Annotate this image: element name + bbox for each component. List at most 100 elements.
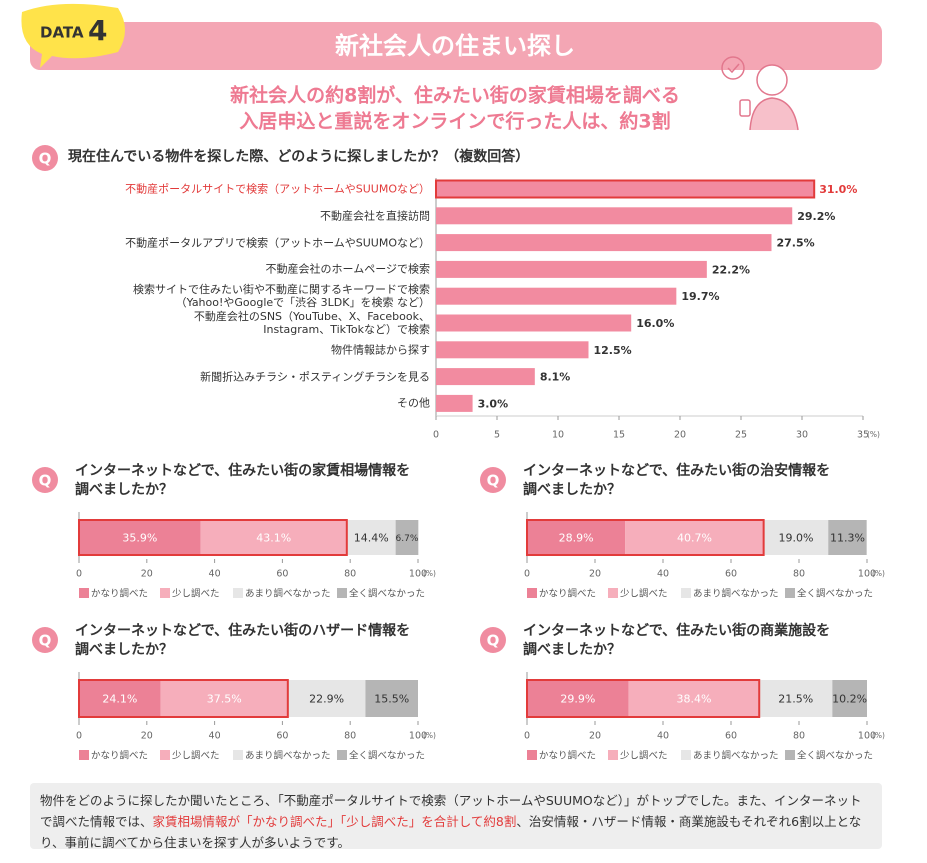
bar xyxy=(435,179,816,199)
x-tick-label: 0 xyxy=(433,430,439,441)
value-label: 3.0% xyxy=(478,397,509,410)
bar xyxy=(436,260,707,278)
legend-swatch xyxy=(608,588,618,598)
legend-label: かなり調べた xyxy=(539,588,596,600)
bar-segment xyxy=(395,520,419,555)
x-tick-label: 20 xyxy=(141,731,153,742)
category-label: 新聞折込みチラシ・ポスティングチラシを見る xyxy=(200,370,430,384)
q-letter: Q xyxy=(487,472,500,490)
footnote-text: 物件をどのように探したか聞いたところ、「不動産ポータルサイトで検索（アットホーム… xyxy=(40,793,862,829)
category-label: 不動産ポータルアプリで検索（アットホームやSUUMOなど） xyxy=(125,236,430,250)
x-tick-label: 35 xyxy=(857,430,869,441)
value-label: 29.2% xyxy=(797,210,835,223)
value-label: 6.7% xyxy=(396,534,419,544)
x-tick-label: 0 xyxy=(76,569,82,580)
q-icon xyxy=(480,467,506,493)
value-label: 15.5% xyxy=(374,693,409,706)
x-tick-label: 15 xyxy=(613,430,625,441)
x-tick-label: 40 xyxy=(657,569,669,580)
highlight-outline xyxy=(526,679,761,718)
legend-label: 少し調べた xyxy=(172,750,220,762)
bar-segment xyxy=(527,520,626,555)
value-label: 35.9% xyxy=(122,532,157,545)
category-label: 物件情報誌から探す xyxy=(331,343,430,357)
x-tick-label: 5 xyxy=(494,430,500,441)
q-letter: Q xyxy=(39,150,52,168)
question-title: 現在住んでいる物件を探した際、どのように探しましたか？（複数回答） xyxy=(68,149,530,165)
x-tick-label: 60 xyxy=(276,731,288,742)
value-label: 21.5% xyxy=(778,693,813,706)
legend-label: かなり調べた xyxy=(91,750,148,762)
value-label: 22.9% xyxy=(309,693,344,706)
value-label: 29.9% xyxy=(560,693,595,706)
category-label: 検索サイトで住みたい街や不動産に関するキーワードで検索 （Yahoo!やGoog… xyxy=(133,283,430,310)
bar-segment xyxy=(832,680,867,717)
legend-label: あまり調べなかった xyxy=(693,588,779,600)
x-tick-label: 20 xyxy=(589,569,601,580)
x-tick-label: 100 xyxy=(858,731,876,742)
legend-swatch xyxy=(527,588,537,598)
bar-segment xyxy=(628,680,760,717)
legend-swatch xyxy=(79,750,89,760)
x-tick-label: 100 xyxy=(409,731,427,742)
highlight-outline xyxy=(78,519,348,556)
value-label: 22.2% xyxy=(712,263,750,276)
bar-segment xyxy=(160,680,288,717)
x-tick-label: 30 xyxy=(796,430,808,441)
question-title: インターネットなどで、住みたい街の治安情報を 調べましたか？ xyxy=(523,463,831,498)
legend-swatch xyxy=(681,750,691,760)
question-title: インターネットなどで、住みたい街のハザード情報を 調べましたか？ xyxy=(75,623,411,658)
value-label: 8.1% xyxy=(540,371,571,384)
value-label: 24.1% xyxy=(102,693,137,706)
bar-segment xyxy=(625,520,764,555)
legend-swatch xyxy=(233,750,243,760)
x-tick-label: 80 xyxy=(344,731,356,742)
value-label: 27.5% xyxy=(777,237,815,250)
bar-segment xyxy=(79,520,201,555)
legend-swatch xyxy=(785,588,795,598)
badge xyxy=(21,3,125,68)
bar-segment xyxy=(79,680,161,717)
bar-segment xyxy=(346,520,396,555)
legend-swatch xyxy=(527,750,537,760)
legend-swatch xyxy=(79,588,89,598)
bar xyxy=(436,234,772,252)
title-banner xyxy=(30,22,882,70)
x-tick-label: 10 xyxy=(552,430,564,441)
q-icon xyxy=(32,627,58,653)
legend-swatch xyxy=(337,750,347,760)
legend-swatch xyxy=(681,588,691,598)
legend-label: 全く調べなかった xyxy=(797,588,873,600)
x-tick-label: 80 xyxy=(793,731,805,742)
category-label: 不動産会社のSNS（YouTube、X、Facebook、 Instagram、… xyxy=(193,310,430,336)
badge-label: DATA xyxy=(40,24,84,42)
unit-label: (%) xyxy=(872,569,885,578)
x-tick-label: 60 xyxy=(276,569,288,580)
x-tick-label: 60 xyxy=(725,731,737,742)
unit-label: (%) xyxy=(423,731,436,740)
value-label: 40.7% xyxy=(677,532,712,545)
legend-swatch xyxy=(785,750,795,760)
bar-segment xyxy=(763,520,829,555)
highlight-outline xyxy=(526,519,765,556)
legend-swatch xyxy=(337,588,347,598)
bar-segment xyxy=(828,520,867,555)
x-tick-label: 80 xyxy=(793,569,805,580)
bar xyxy=(436,341,589,359)
bar-segment xyxy=(287,680,366,717)
bar-segment xyxy=(365,680,418,717)
x-tick-label: 20 xyxy=(674,430,686,441)
x-tick-label: 40 xyxy=(657,731,669,742)
legend-swatch xyxy=(160,588,170,598)
value-label: 19.0% xyxy=(778,532,813,545)
bar-segment xyxy=(200,520,347,555)
legend-swatch xyxy=(160,750,170,760)
bar xyxy=(436,314,632,332)
legend-label: 少し調べた xyxy=(172,588,220,600)
x-tick-label: 0 xyxy=(76,731,82,742)
legend-label: 全く調べなかった xyxy=(797,750,873,762)
unit-label: (%) xyxy=(872,731,885,740)
value-label: 28.9% xyxy=(559,532,594,545)
bar xyxy=(436,394,473,412)
q-letter: Q xyxy=(39,632,52,650)
